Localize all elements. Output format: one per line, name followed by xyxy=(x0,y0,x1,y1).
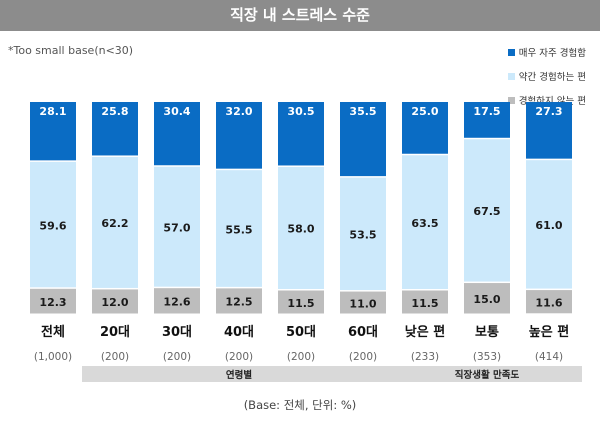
legend-label-not-experienced: 경험하지 않는 편 xyxy=(518,96,586,107)
bar-segment-not-experienced xyxy=(464,283,510,314)
category-label: 전체 xyxy=(41,324,65,340)
base-size-label: (353) xyxy=(473,351,501,363)
legend-swatch-somewhat xyxy=(507,72,515,80)
category-label: 30대 xyxy=(162,325,192,340)
data-label-very-often: 28.1 xyxy=(39,105,66,118)
legend: 매우 자주 경험함 약간 경험하는 편 경험하지 않는 편 xyxy=(507,40,586,112)
data-label-very-often: 27.3 xyxy=(535,105,562,118)
legend-swatch-very-often xyxy=(507,48,515,56)
base-size-label: (200) xyxy=(349,351,377,363)
bar-segment-very-often xyxy=(526,102,572,159)
legend-item-not-experienced: 경험하지 않는 편 xyxy=(507,88,586,112)
data-label-very-often: 32.0 xyxy=(225,105,252,118)
category-label: 60대 xyxy=(348,325,378,340)
data-label-somewhat: 67.5 xyxy=(473,205,500,218)
bar-segment-somewhat xyxy=(340,177,386,291)
bar-segment-very-often xyxy=(340,102,386,177)
data-label-not-experienced: 12.3 xyxy=(39,296,66,309)
bar-segment-somewhat xyxy=(278,166,324,290)
data-label-somewhat: 53.5 xyxy=(349,229,376,242)
bar-segment-not-experienced xyxy=(402,290,448,314)
base-size-label: (414) xyxy=(535,351,563,363)
group-label: 직장생활 만족도 xyxy=(455,369,520,381)
group-band xyxy=(392,366,582,382)
data-label-not-experienced: 11.5 xyxy=(287,297,314,310)
bar-segment-not-experienced xyxy=(216,288,262,314)
base-size-label: (200) xyxy=(163,351,191,363)
data-label-very-often: 25.8 xyxy=(101,105,128,118)
small-base-note: *Too small base(n<30) xyxy=(8,44,134,57)
category-label: 높은 편 xyxy=(529,324,569,340)
legend-swatch-not-experienced xyxy=(507,96,515,104)
bar-segment-very-often xyxy=(30,102,76,161)
legend-label-somewhat: 약간 경험하는 편 xyxy=(518,72,586,83)
bar-segment-somewhat xyxy=(92,156,138,288)
bar-segment-somewhat xyxy=(402,155,448,290)
data-label-very-often: 35.5 xyxy=(349,105,376,118)
data-label-not-experienced: 12.0 xyxy=(101,296,128,309)
legend-label-very-often: 매우 자주 경험함 xyxy=(518,48,586,59)
chart-title: 직장 내 스트레스 수준 xyxy=(0,0,600,31)
data-label-somewhat: 57.0 xyxy=(163,221,190,234)
category-label: 보통 xyxy=(475,325,499,340)
category-label: 40대 xyxy=(224,325,254,340)
legend-item-somewhat: 약간 경험하는 편 xyxy=(507,64,586,88)
bar-segment-somewhat xyxy=(30,161,76,288)
base-size-label: (200) xyxy=(287,351,315,363)
bar-segment-not-experienced xyxy=(154,288,200,314)
bar-segment-not-experienced xyxy=(278,290,324,314)
base-note: (Base: 전체, 단위: %) xyxy=(243,398,357,412)
bar-segment-somewhat xyxy=(154,166,200,287)
data-label-very-often: 25.0 xyxy=(411,105,438,118)
bar-segment-not-experienced xyxy=(340,291,386,314)
data-label-not-experienced: 15.0 xyxy=(473,293,500,306)
bar-segment-not-experienced xyxy=(30,288,76,314)
bar-segment-very-often xyxy=(402,102,448,154)
base-size-label: (200) xyxy=(225,351,253,363)
category-label: 낮은 편 xyxy=(405,324,445,340)
bar-segment-not-experienced xyxy=(92,289,138,314)
bar-segment-very-often xyxy=(154,102,200,166)
base-size-label: (200) xyxy=(101,351,129,363)
data-label-very-often: 17.5 xyxy=(473,105,500,118)
data-label-not-experienced: 11.6 xyxy=(535,296,562,309)
data-label-somewhat: 61.0 xyxy=(535,219,562,232)
data-label-not-experienced: 12.5 xyxy=(225,296,252,309)
data-label-not-experienced: 11.0 xyxy=(349,297,376,310)
bar-segment-somewhat xyxy=(464,139,510,282)
bar-segment-somewhat xyxy=(216,170,262,287)
data-label-very-often: 30.4 xyxy=(163,105,190,118)
data-label-somewhat: 59.6 xyxy=(39,219,66,232)
bar-segment-somewhat xyxy=(526,160,572,289)
data-label-somewhat: 58.0 xyxy=(287,223,314,236)
bar-segment-not-experienced xyxy=(526,290,572,314)
data-label-very-often: 30.5 xyxy=(287,105,314,118)
base-size-label: (233) xyxy=(411,351,439,363)
bar-segment-very-often xyxy=(278,102,324,166)
data-label-somewhat: 63.5 xyxy=(411,217,438,230)
group-band xyxy=(82,366,396,382)
group-label: 연령별 xyxy=(226,369,252,381)
bar-segment-very-often xyxy=(464,102,510,138)
base-size-label: (1,000) xyxy=(34,351,72,363)
category-label: 50대 xyxy=(286,325,316,340)
bar-segment-very-often xyxy=(216,102,262,169)
legend-item-very-often: 매우 자주 경험함 xyxy=(507,40,586,64)
data-label-somewhat: 62.2 xyxy=(101,217,128,230)
data-label-not-experienced: 11.5 xyxy=(411,297,438,310)
category-label: 20대 xyxy=(100,325,130,340)
bar-segment-very-often xyxy=(92,102,138,156)
data-label-somewhat: 55.5 xyxy=(225,223,252,236)
data-label-not-experienced: 12.6 xyxy=(163,296,190,309)
